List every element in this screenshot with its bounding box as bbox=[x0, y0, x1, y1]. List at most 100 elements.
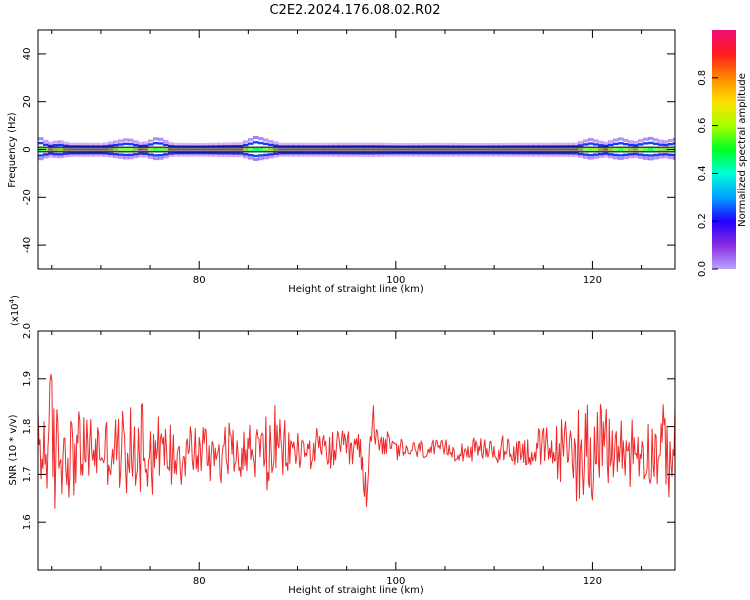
y-tick-label: 20 bbox=[22, 95, 33, 108]
spectrogram-cell bbox=[253, 147, 259, 149]
spectrogram-cell bbox=[643, 142, 649, 145]
spectrogram-cell bbox=[393, 148, 399, 151]
spectrogram-cell bbox=[528, 153, 534, 157]
spectrogram-cell bbox=[298, 142, 304, 146]
spectrogram-cell bbox=[493, 147, 499, 149]
spectrogram-cell bbox=[643, 156, 649, 160]
spectrogram-cell bbox=[503, 148, 509, 151]
spectrogram-cell bbox=[658, 139, 664, 143]
spectrogram-cell bbox=[338, 148, 344, 151]
spectrogram-cell bbox=[488, 142, 494, 147]
spectrogram-cell bbox=[113, 148, 119, 151]
spectrogram-cell bbox=[63, 147, 69, 149]
y-tick-label: 1.9 bbox=[22, 371, 33, 387]
spectrogram-cell bbox=[603, 148, 609, 151]
spectrogram-cell bbox=[463, 147, 469, 149]
spectrogram-cell bbox=[533, 142, 539, 146]
spectrogram-cell bbox=[198, 143, 204, 147]
spectrogram-cell bbox=[398, 150, 404, 152]
spectrogram-cell bbox=[628, 140, 634, 144]
spectrogram-cell bbox=[398, 143, 404, 147]
spectrogram-cell bbox=[353, 152, 359, 155]
spectrogram-cell bbox=[278, 152, 284, 155]
spectrogram-cell bbox=[533, 152, 539, 155]
spectrogram-cell bbox=[78, 147, 84, 149]
spectrogram-cell bbox=[513, 153, 519, 157]
spectrogram-cell bbox=[333, 147, 339, 149]
x-tick-label: 80 bbox=[193, 576, 206, 587]
spectrogram-cell bbox=[93, 152, 99, 155]
spectrogram-cell bbox=[193, 150, 199, 152]
spectrogram-cell bbox=[183, 148, 189, 151]
spectrogram-cell bbox=[523, 153, 529, 157]
spectrogram-cell bbox=[523, 150, 529, 152]
spectrogram-cell bbox=[268, 143, 274, 147]
spectrogram-cell bbox=[323, 142, 329, 146]
colorbar-tick-label: 0.4 bbox=[697, 165, 708, 181]
spectrogram-cell bbox=[443, 152, 449, 155]
colorbar-tick-label: 0.2 bbox=[697, 213, 708, 229]
spectrogram-cell bbox=[453, 152, 459, 155]
spectrogram-cell bbox=[428, 153, 434, 157]
spectrogram-cell bbox=[98, 147, 104, 149]
spectrogram-cell bbox=[363, 153, 369, 157]
spectrogram-cell bbox=[163, 139, 169, 144]
y-tick-label: 1.7 bbox=[22, 466, 33, 482]
spectrogram-cell bbox=[553, 142, 559, 146]
spectrogram-cell bbox=[548, 142, 554, 146]
spectrogram-cell bbox=[448, 148, 454, 151]
spectrogram-cell bbox=[198, 151, 204, 155]
spectrogram-cell bbox=[158, 150, 164, 152]
spectrogram-cell bbox=[258, 137, 264, 141]
spectrogram-cell bbox=[298, 147, 304, 149]
spectrogram-cell bbox=[233, 148, 239, 151]
spectrogram-cell bbox=[603, 150, 609, 152]
spectrogram-cell bbox=[278, 148, 284, 151]
spectrogram-cell bbox=[658, 150, 664, 152]
snr-multiplier-exp: 4 bbox=[8, 298, 16, 303]
snr-axes: 80 100 120 1.6 1.7 1.8 1.9 2.0 bbox=[22, 323, 675, 587]
spectrogram-axes: 80 100 120 -40 -20 0 20 40 bbox=[22, 30, 675, 286]
spectrogram-cell bbox=[308, 147, 314, 149]
spectrogram-cell bbox=[338, 142, 344, 146]
spectrogram-cell bbox=[183, 142, 189, 147]
spectrogram-cell bbox=[233, 147, 239, 149]
spectrogram-cell bbox=[408, 148, 414, 151]
spectrogram-cell bbox=[653, 142, 659, 145]
spectrogram-cell bbox=[673, 156, 675, 160]
spectrogram-cell bbox=[38, 141, 44, 145]
spectrogram-cell bbox=[613, 156, 619, 160]
spectrogram-cell bbox=[123, 147, 129, 149]
spectrogram-cell bbox=[378, 148, 384, 151]
spectrogram-cell bbox=[488, 148, 494, 151]
spectrogram-cell bbox=[138, 144, 144, 148]
spectrogram-cell bbox=[368, 150, 374, 152]
spectrogram-cell bbox=[538, 150, 544, 152]
spectrogram-cell bbox=[48, 144, 54, 148]
spectrogram-cell bbox=[588, 156, 594, 160]
spectrogram-cell bbox=[128, 138, 134, 142]
spectrogram-cell bbox=[583, 155, 589, 159]
spectrogram-cell bbox=[553, 150, 559, 152]
spectrogram-cell bbox=[243, 143, 249, 147]
spectrogram-cell bbox=[478, 148, 484, 151]
spectrogram-cell bbox=[188, 150, 194, 152]
spectrogram-cell bbox=[213, 148, 219, 151]
spectrogram-cell bbox=[313, 153, 319, 157]
spectrogram-panel: 80 100 120 -40 -20 0 20 40 Height of straight l… bbox=[7, 29, 676, 295]
spectrogram-cell bbox=[238, 152, 244, 155]
spectrogram-cell bbox=[443, 147, 449, 149]
spectrogram-cell bbox=[643, 150, 649, 152]
spectrogram-cell bbox=[348, 153, 354, 157]
spectrogram-cell bbox=[93, 150, 99, 152]
spectrogram-cell bbox=[238, 147, 244, 149]
spectrogram-cell bbox=[283, 153, 289, 157]
spectrogram-cell bbox=[428, 147, 434, 149]
spectrogram-cell bbox=[343, 147, 349, 149]
colorbar-ticks: 0.0 0.2 0.4 0.6 0.8 bbox=[697, 70, 718, 277]
spectrogram-cell bbox=[138, 154, 144, 158]
spectrogram-cell bbox=[223, 148, 229, 151]
spectrogram-cell bbox=[403, 147, 409, 149]
spectrogram-cell bbox=[123, 156, 129, 160]
spectrogram-cell bbox=[533, 150, 539, 152]
